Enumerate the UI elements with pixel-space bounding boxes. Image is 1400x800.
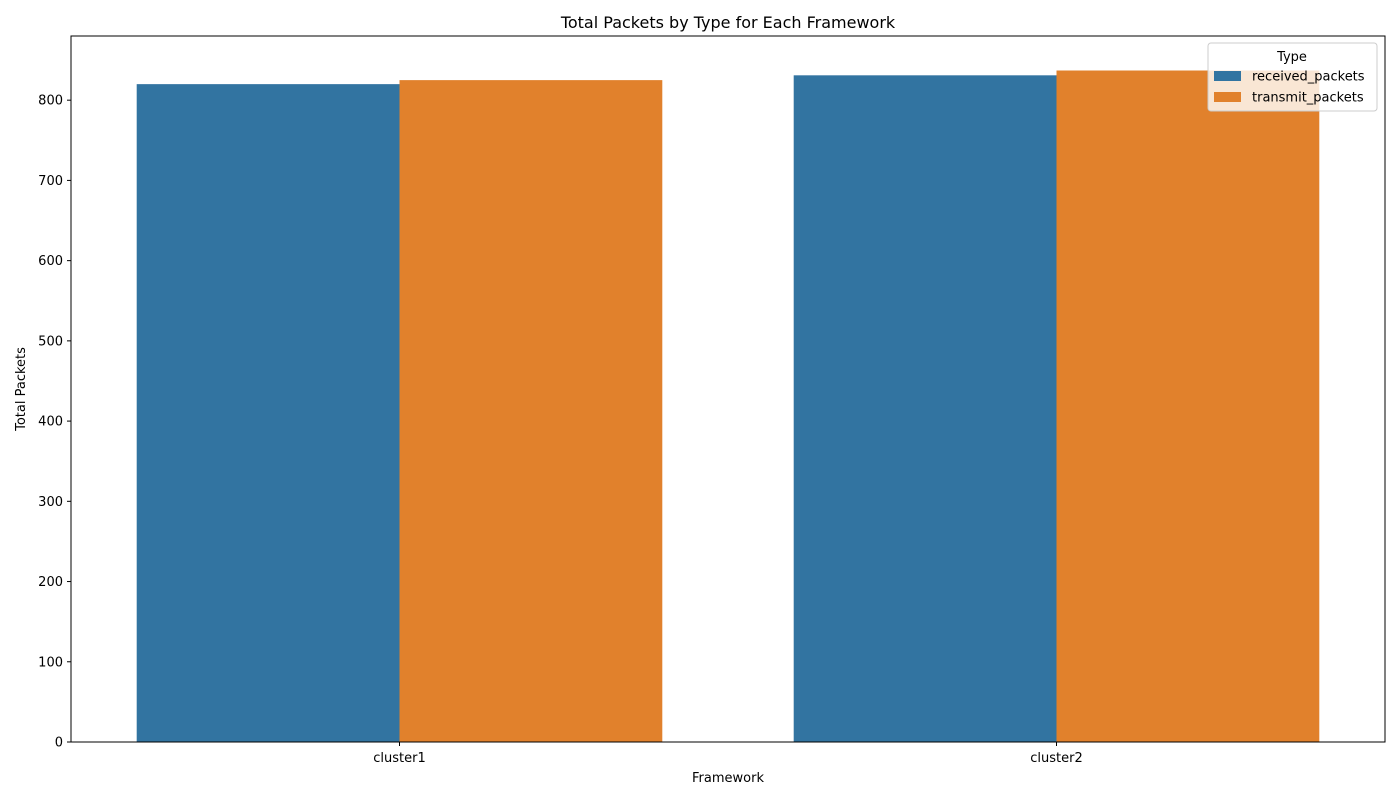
y-tick-label: 500 bbox=[38, 334, 63, 349]
legend-label-received_packets: received_packets bbox=[1252, 70, 1365, 85]
y-tick-label: 200 bbox=[38, 575, 63, 590]
x-tick-label: cluster2 bbox=[1030, 751, 1082, 766]
legend-swatch-transmit_packets bbox=[1214, 92, 1241, 102]
bar-received_packets-cluster1 bbox=[136, 84, 400, 743]
y-tick-label: 600 bbox=[38, 254, 63, 269]
bars-group bbox=[136, 70, 1320, 743]
legend-box bbox=[1207, 42, 1378, 112]
y-tick-label: 400 bbox=[38, 415, 63, 430]
x-axis-label: Framework bbox=[692, 771, 764, 786]
y-axis-label: Total Packets bbox=[14, 347, 29, 432]
bar-transmit_packets-cluster2 bbox=[1056, 70, 1320, 742]
legend-swatch-received_packets bbox=[1214, 71, 1241, 81]
y-tick-label: 700 bbox=[38, 174, 63, 189]
plot-frame bbox=[70, 35, 1386, 743]
legend: Type received_packets transmit_packets bbox=[1207, 42, 1378, 112]
legend-label-transmit_packets: transmit_packets bbox=[1252, 91, 1364, 106]
y-tick-label: 300 bbox=[38, 495, 63, 510]
y-axis: 0 100 200 300 400 500 600 700 800 bbox=[38, 94, 71, 751]
y-tick-label: 800 bbox=[38, 94, 63, 109]
bar-transmit_packets-cluster1 bbox=[399, 80, 663, 742]
x-tick-label: cluster1 bbox=[373, 751, 425, 766]
bar-received_packets-cluster2 bbox=[793, 75, 1057, 743]
y-tick-label: 100 bbox=[38, 655, 63, 670]
legend-title: Type bbox=[1276, 50, 1307, 65]
legend-entries: received_packets transmit_packets bbox=[1214, 70, 1365, 106]
x-axis: cluster1 cluster2 bbox=[373, 742, 1083, 766]
chart-title: Total Packets by Type for Each Framework bbox=[560, 13, 896, 32]
y-tick-label: 0 bbox=[55, 736, 63, 751]
